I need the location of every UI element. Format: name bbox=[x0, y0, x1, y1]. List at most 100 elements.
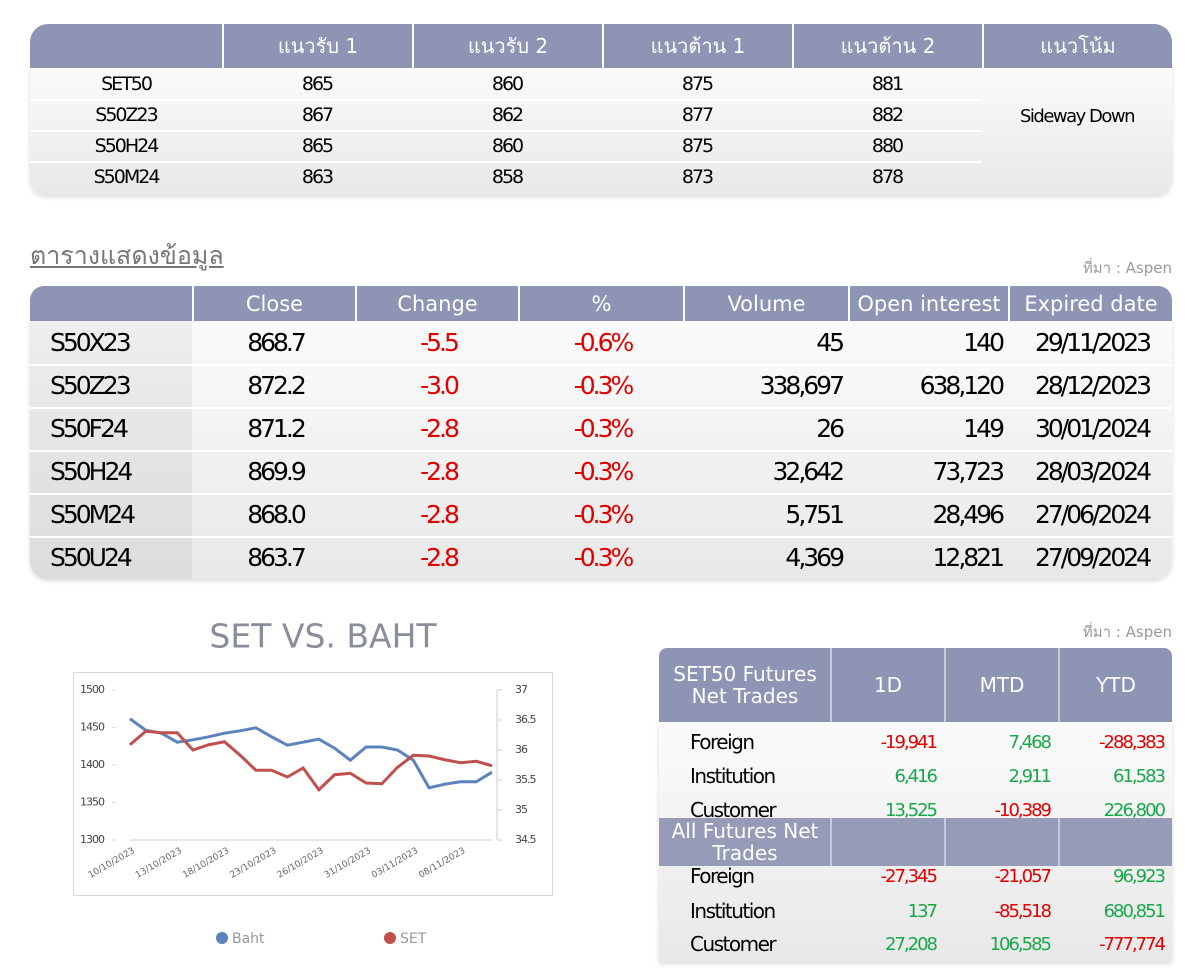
cell: -0.3% bbox=[573, 414, 635, 443]
cell: 28,496 bbox=[932, 500, 1005, 529]
row-label: S50Z23 bbox=[95, 103, 158, 126]
cell: -21,057 bbox=[994, 865, 1052, 887]
cell: 858 bbox=[491, 165, 524, 188]
cell: 863.7 bbox=[247, 543, 307, 572]
column-header: Open interest bbox=[848, 286, 1008, 321]
y-tick-label: 1350 bbox=[80, 796, 105, 809]
cell: 865 bbox=[301, 134, 334, 157]
trend: Sideway Down bbox=[1019, 105, 1136, 127]
line-series bbox=[129, 717, 493, 790]
column-header: YTD bbox=[1058, 648, 1172, 722]
cell: 30/01/2024 bbox=[1034, 414, 1152, 443]
section-title: ตารางแสดงข้อมูล bbox=[30, 241, 224, 270]
column-divider bbox=[830, 818, 832, 866]
source: ที่มา : Aspen bbox=[1082, 623, 1172, 641]
cell: 106,585 bbox=[989, 933, 1052, 955]
row-divider bbox=[30, 536, 1172, 538]
cell: 867 bbox=[301, 103, 334, 126]
row-label: S50X23 bbox=[50, 328, 132, 357]
row-divider bbox=[30, 364, 1172, 366]
x-tick-label: 18/10/2023 bbox=[181, 846, 231, 881]
cell: -19,941 bbox=[880, 731, 938, 753]
cell: -288,383 bbox=[1099, 731, 1166, 753]
cell: -0.3% bbox=[573, 543, 635, 572]
row-label: Foreign bbox=[690, 730, 755, 754]
row-label: S50H24 bbox=[50, 457, 133, 486]
source: ที่มา : Aspen bbox=[1082, 259, 1172, 277]
cell: 868.7 bbox=[247, 328, 307, 357]
cell: 860 bbox=[491, 134, 524, 157]
row-label: S50M24 bbox=[93, 165, 161, 188]
column-divider bbox=[944, 818, 946, 866]
y-tick-label: 1300 bbox=[80, 833, 105, 846]
table-header-bg bbox=[659, 648, 1172, 722]
column-header: Change bbox=[355, 286, 518, 321]
y2-tick-label: 35 bbox=[515, 803, 528, 816]
cell: 27/09/2024 bbox=[1034, 543, 1152, 572]
cell: 875 bbox=[681, 134, 714, 157]
row-label: S50F24 bbox=[50, 414, 129, 443]
x-tick-label: 03/11/2023 bbox=[370, 846, 420, 881]
cell: 862 bbox=[491, 103, 524, 126]
cell: 860 bbox=[491, 72, 524, 95]
chart-title: SET VS. BAHT bbox=[209, 617, 437, 656]
column-divider bbox=[1058, 818, 1060, 866]
column-header: แนวโน้ม bbox=[982, 24, 1172, 68]
cell: -3.0 bbox=[420, 371, 460, 400]
legend-label: Baht bbox=[232, 931, 265, 947]
cell: 149 bbox=[963, 414, 1005, 443]
line-series bbox=[129, 729, 493, 793]
cell: -777,774 bbox=[1099, 933, 1166, 955]
row-divider bbox=[30, 450, 1172, 452]
chart-frame bbox=[73, 672, 553, 896]
y2-tick-label: 34.5 bbox=[515, 833, 536, 846]
cell: 878 bbox=[871, 165, 904, 188]
cell: 140 bbox=[963, 328, 1005, 357]
x-tick-label: 31/10/2023 bbox=[323, 846, 373, 881]
x-tick-label: 13/10/2023 bbox=[134, 846, 184, 881]
cell: 338,697 bbox=[759, 371, 845, 400]
cell: 875 bbox=[681, 72, 714, 95]
cell: -2.8 bbox=[420, 457, 460, 486]
cell: 638,120 bbox=[919, 371, 1005, 400]
cell: 865 bbox=[301, 72, 334, 95]
row-label: S50H24 bbox=[94, 134, 160, 157]
cell: 680,851 bbox=[1103, 900, 1166, 922]
cell: 29/11/2023 bbox=[1034, 328, 1152, 357]
column-header: Close bbox=[192, 286, 355, 321]
cell: 880 bbox=[871, 134, 904, 157]
legend-marker bbox=[384, 932, 396, 944]
column-header: Expired date bbox=[1008, 286, 1172, 321]
cell: -0.3% bbox=[573, 457, 635, 486]
column-header: Volume bbox=[683, 286, 848, 321]
cell: 882 bbox=[871, 103, 904, 126]
legend-label: SET bbox=[400, 931, 427, 947]
y2-tick-label: 35.5 bbox=[515, 773, 536, 786]
cell: 869.9 bbox=[247, 457, 307, 486]
cell: 28/12/2023 bbox=[1034, 371, 1152, 400]
table-header-bg bbox=[30, 286, 1172, 321]
column-header: แนวต้าน 1 bbox=[602, 24, 792, 68]
row-label: S50M24 bbox=[50, 500, 136, 529]
y-tick-label: 1450 bbox=[80, 721, 105, 734]
row-label: SET50 bbox=[101, 72, 153, 95]
row-label: Institution bbox=[690, 899, 776, 923]
cell: 7,468 bbox=[1008, 731, 1052, 753]
cell: 863 bbox=[301, 165, 334, 188]
cell: -0.3% bbox=[573, 500, 635, 529]
column-header: MTD bbox=[944, 648, 1058, 722]
column-header: % bbox=[518, 286, 683, 321]
cell: -27,345 bbox=[880, 865, 938, 887]
column-header: แนวต้าน 2 bbox=[792, 24, 982, 68]
cell: 2,911 bbox=[1008, 765, 1052, 787]
cell: 226,800 bbox=[1103, 799, 1166, 821]
cell: 881 bbox=[871, 72, 904, 95]
y2-tick-label: 36 bbox=[515, 743, 528, 756]
table-header-bg bbox=[30, 24, 1172, 68]
y-tick-label: 1400 bbox=[80, 758, 105, 771]
section-header: All Futures Net Trades bbox=[671, 819, 819, 865]
y2-tick-label: 37 bbox=[515, 683, 528, 696]
column-header: แนวรับ 2 bbox=[412, 24, 602, 68]
